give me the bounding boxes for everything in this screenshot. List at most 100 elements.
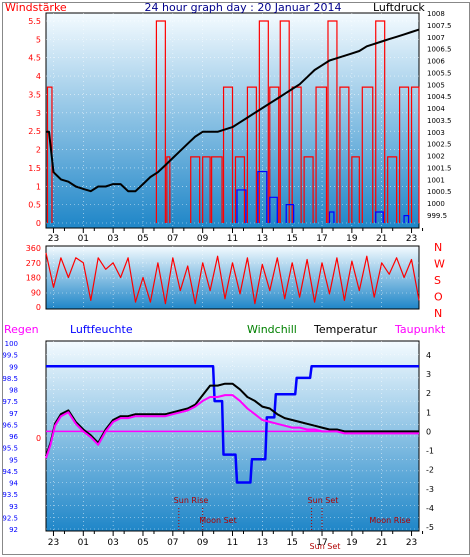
wind-bar <box>211 156 223 223</box>
humidity-tick-label: 99.5 <box>3 352 18 360</box>
pressure-tick-label: 1001.5 <box>427 164 452 172</box>
x-tick-label: 23 <box>406 234 417 244</box>
x-tick-label: 17 <box>316 538 327 548</box>
wind-direction-tick-label: 270 <box>26 259 41 268</box>
chart-canvas: Windstärke 24 hour graph day : 20 Januar… <box>3 3 452 551</box>
pressure-line <box>46 28 420 193</box>
gust-bar <box>375 211 384 223</box>
humidity-tick-label: 96 <box>9 433 18 441</box>
wind-direction-tick-label: 180 <box>26 274 41 283</box>
humidity-tick-label: 97.5 <box>3 398 18 406</box>
humidity-tick-label: 100 <box>5 340 18 348</box>
pressure-tick-label: 1007.5 <box>427 22 452 30</box>
rain-zero-label: 0 <box>36 434 41 443</box>
temperature-tick-label: 0 <box>426 427 431 436</box>
wind-direction-tick-label: 90 <box>31 288 41 297</box>
wind-speed-label: Windstärke <box>5 3 67 14</box>
pressure-tick-label: 1000 <box>427 200 445 208</box>
temperature-tick-label: -2 <box>426 466 434 475</box>
dewpoint-line <box>45 394 419 459</box>
pressure-tick-label: 999.5 <box>427 212 447 220</box>
humidity-line <box>46 365 419 484</box>
legend-rain: Regen <box>4 323 39 336</box>
wind-bar <box>246 86 257 223</box>
wind-pressure-panel: Windstärke 24 hour graph day : 20 Januar… <box>5 3 452 244</box>
x-tick-label: 15 <box>286 234 297 244</box>
wind-bar <box>327 20 338 223</box>
humidity-tick-label: 98 <box>9 387 18 395</box>
gust-bar <box>269 196 278 223</box>
legend-humidity: Luftfeuchte <box>70 323 133 336</box>
gust-bar <box>285 204 295 223</box>
wind-direction-tick-label: 360 <box>26 244 41 253</box>
humidity-tick-label: 92.5 <box>3 514 18 522</box>
wind-speed-tick-label: 4.5 <box>28 54 41 63</box>
temperature-humidity-panel: Regen Luftfeuchte Windchill Temperatur T… <box>3 323 446 551</box>
x-tick-label: 21 <box>376 538 387 548</box>
humidity-tick-label: 95 <box>9 456 18 464</box>
compass-tick-label: W <box>434 258 445 271</box>
astro-label: Sun Set <box>310 542 341 551</box>
temperature-tick-label: 2 <box>426 389 431 398</box>
gust-bar <box>328 211 335 223</box>
astro-label: Moon Rise <box>369 516 410 525</box>
humidity-tick-label: 95.5 <box>3 445 18 453</box>
x-tick-label: 07 <box>167 234 178 244</box>
temperature-tick-label: 1 <box>426 408 431 417</box>
legend-temperature: Temperatur <box>313 323 378 336</box>
compass-tick-label: S <box>434 274 441 287</box>
pressure-tick-label: 1005.5 <box>427 69 452 77</box>
pressure-tick-label: 1004.5 <box>427 93 452 101</box>
compass-tick-label: N <box>434 307 442 320</box>
pressure-tick-label: 1003 <box>427 129 445 137</box>
wind-speed-tick-label: 5 <box>36 35 41 44</box>
wind-speed-tick-label: 0 <box>36 219 41 228</box>
wind-bar <box>361 86 374 223</box>
x-tick-label: 19 <box>346 538 358 548</box>
wind-bar <box>387 156 398 223</box>
compass-tick-label: N <box>434 241 442 254</box>
x-tick-label: 11 <box>227 234 238 244</box>
legend-windchill: Windchill <box>247 323 297 336</box>
x-tick-label: 05 <box>137 538 148 548</box>
pressure-tick-label: 1002.5 <box>427 141 452 149</box>
compass-tick-label: O <box>434 291 443 304</box>
x-tick-label: 17 <box>316 234 327 244</box>
x-tick-label: 11 <box>227 538 238 548</box>
wind-speed-tick-label: 1 <box>36 182 41 191</box>
x-tick-label: 13 <box>257 538 268 548</box>
pressure-tick-label: 1003.5 <box>427 117 452 125</box>
wind-bar <box>222 86 234 223</box>
pressure-tick-label: 1002 <box>427 153 445 161</box>
x-tick-label: 09 <box>197 538 209 548</box>
wind-bar <box>351 156 360 223</box>
x-tick-label: 05 <box>137 234 148 244</box>
temperature-tick-label: -5 <box>426 523 434 532</box>
wind-bar <box>375 20 386 223</box>
humidity-tick-label: 94 <box>9 480 18 488</box>
pressure-tick-label: 1006.5 <box>427 46 452 54</box>
x-tick-label: 23 <box>406 538 417 548</box>
pressure-tick-label: 1004 <box>427 105 445 113</box>
humidity-tick-label: 97 <box>9 410 18 418</box>
wind-bar <box>269 86 280 223</box>
x-tick-label: 19 <box>346 234 358 244</box>
wind-direction-line <box>45 252 420 305</box>
x-tick-label: 23 <box>48 234 59 244</box>
wind-bar <box>303 156 314 223</box>
x-tick-label: 01 <box>78 234 89 244</box>
humidity-tick-label: 98.5 <box>3 375 18 383</box>
x-tick-label: 21 <box>376 234 387 244</box>
x-tick-label: 23 <box>48 538 59 548</box>
wind-direction-plot-area <box>45 245 420 310</box>
x-tick-label: 03 <box>107 538 118 548</box>
x-tick-label: 07 <box>167 538 178 548</box>
pressure-tick-label: 1006 <box>427 58 445 66</box>
wind-direction-tick-label: 0 <box>36 303 41 312</box>
wind-bar <box>279 20 290 223</box>
gust-bar <box>257 170 268 223</box>
humidity-tick-label: 93.5 <box>3 491 18 499</box>
pressure-tick-label: 1001 <box>427 176 445 184</box>
